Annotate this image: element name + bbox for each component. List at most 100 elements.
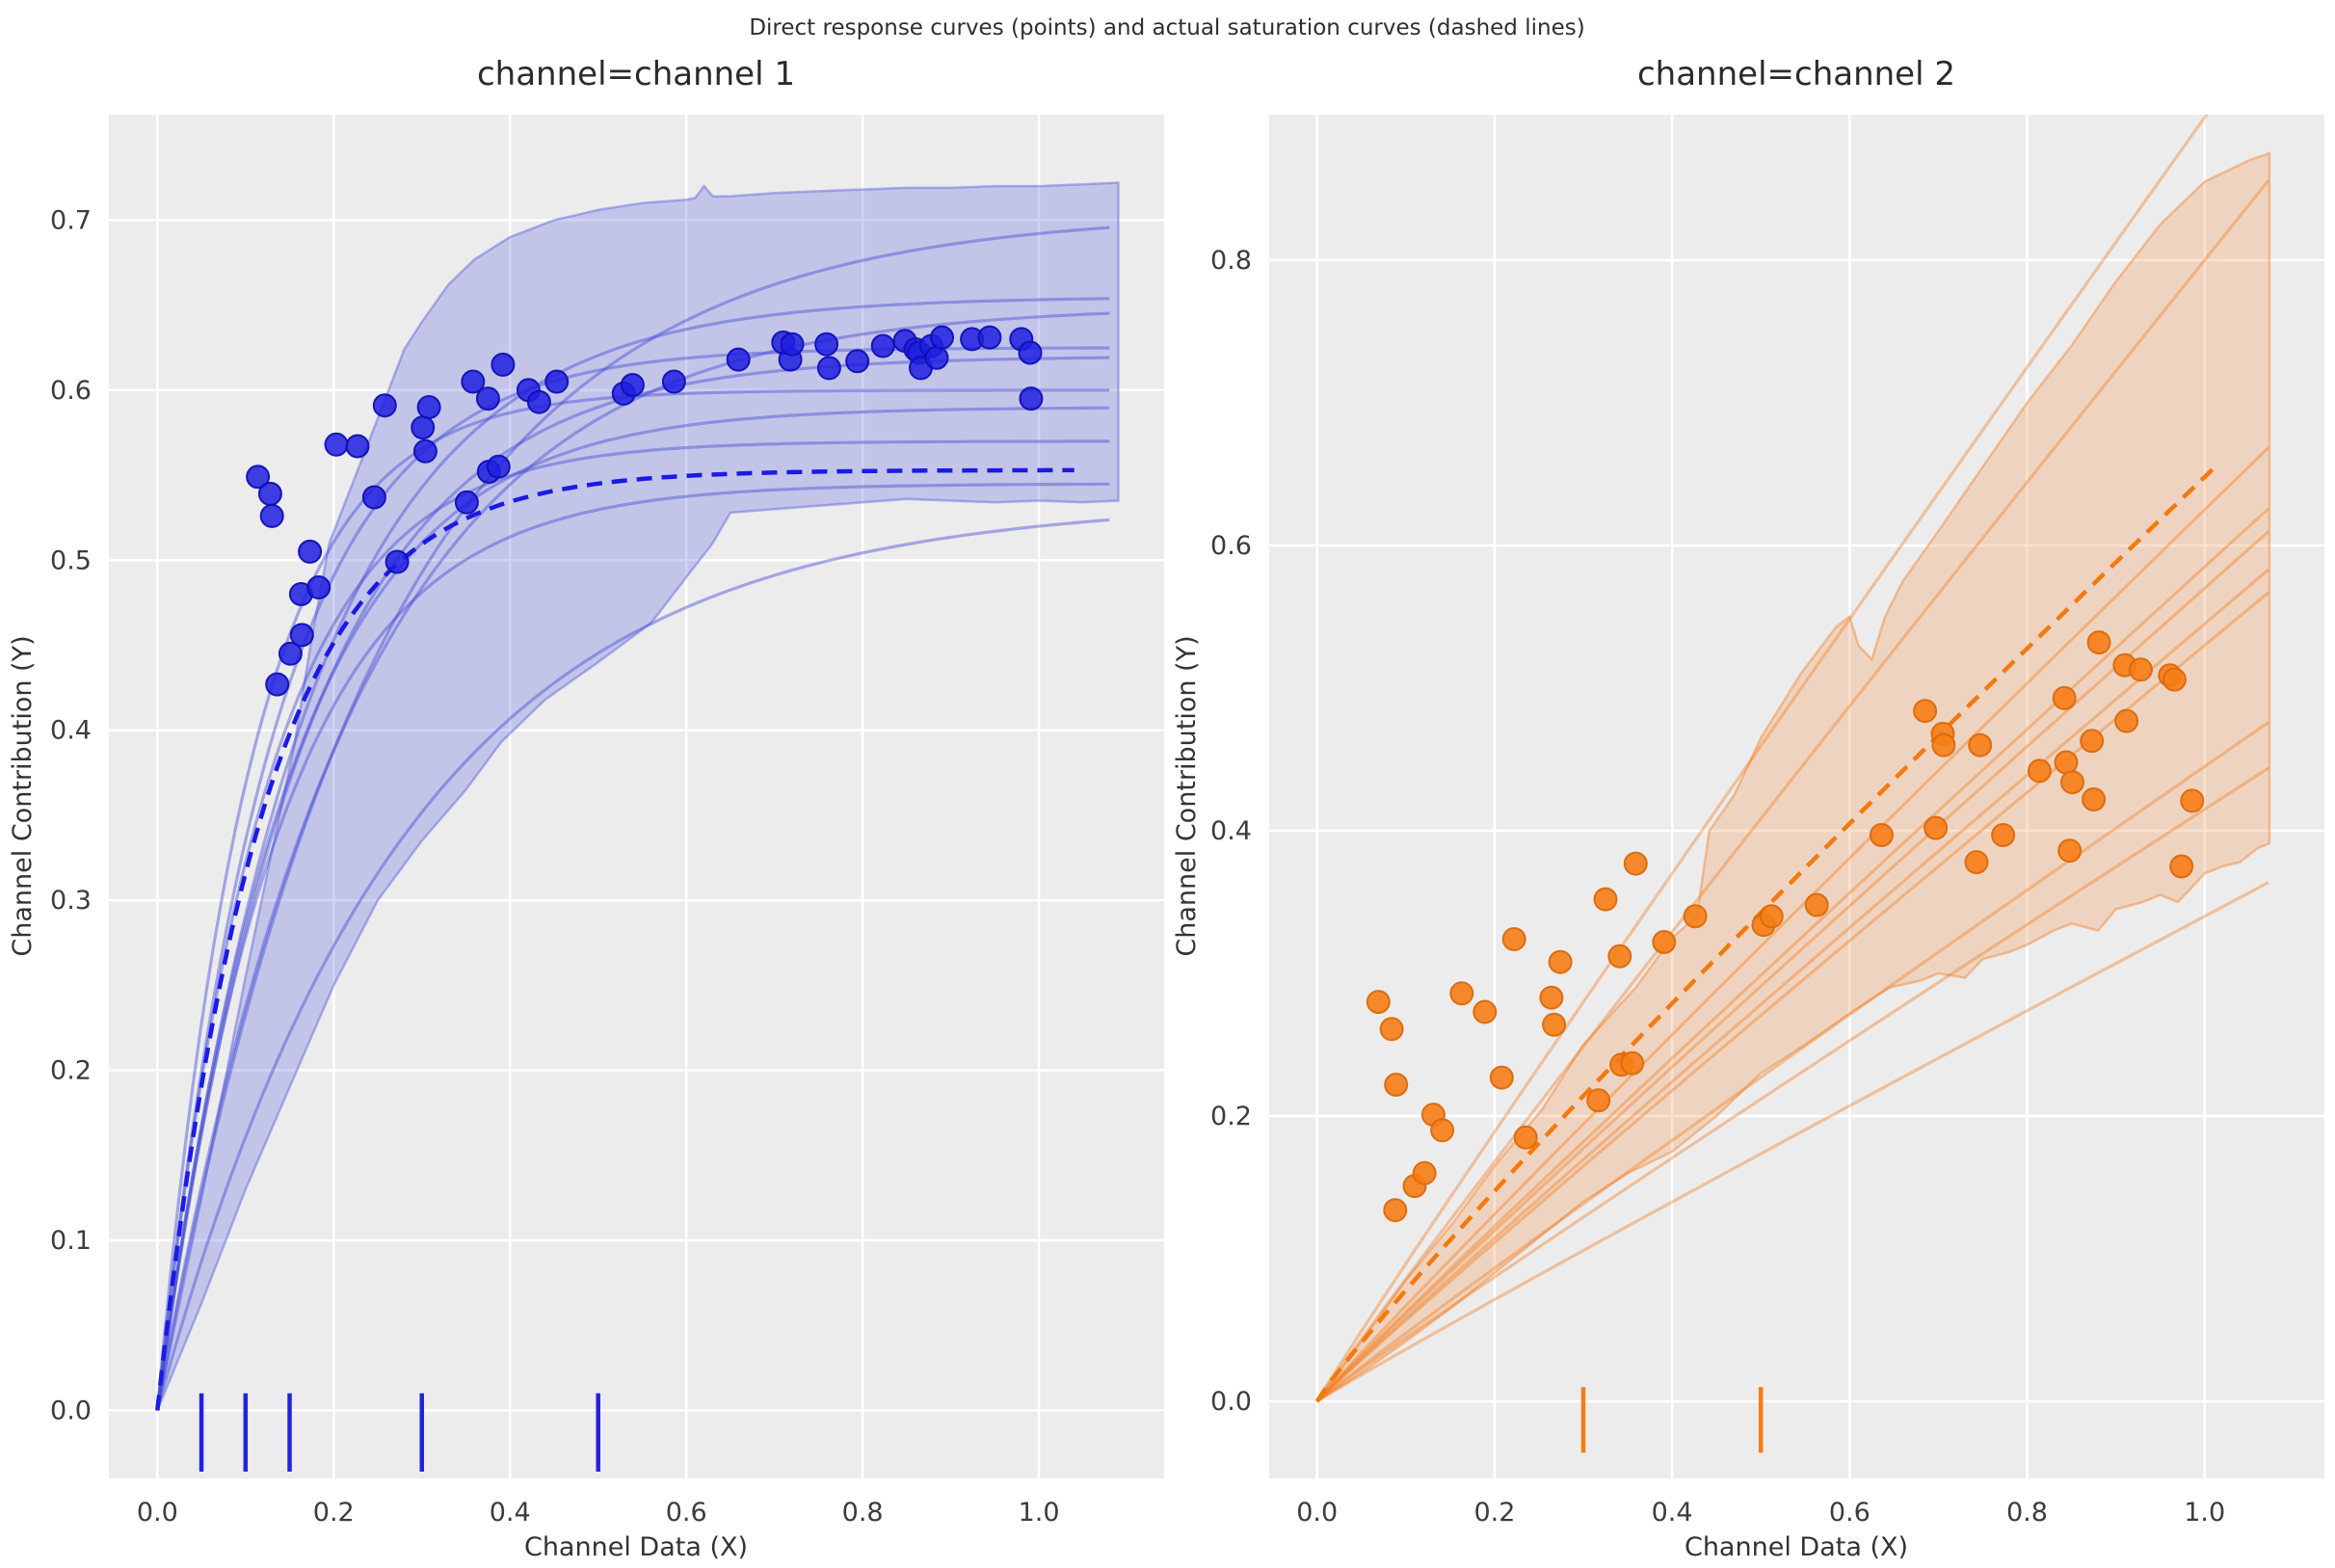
y-tick-label: 0.2 <box>1210 1102 1252 1131</box>
scatter-point <box>454 490 479 515</box>
scatter-point <box>1964 850 1989 875</box>
scatter-point <box>246 465 271 490</box>
scatter-point <box>1513 1125 1538 1150</box>
scatter-point <box>265 672 290 697</box>
scatter-point <box>411 415 436 440</box>
saturation-curve-dashed <box>155 467 1075 1411</box>
sample-curve <box>155 518 1110 1411</box>
subplot-2-ylabel: Channel Contribution (Y) <box>1172 635 1202 956</box>
sample-curve <box>1315 881 2269 1403</box>
scatter-point <box>259 503 284 528</box>
subplot-2-title: channel=channel 2 <box>1637 55 1955 93</box>
subplot-1-ylabel: Channel Contribution (Y) <box>8 635 38 956</box>
plot-layer <box>155 181 1120 1472</box>
scatter-point <box>1759 904 1784 929</box>
axes-background <box>1269 115 2324 1478</box>
scatter-point <box>2027 758 2052 784</box>
scatter-point <box>2080 729 2105 754</box>
y-tick-label: 0.0 <box>50 1395 92 1425</box>
x-tick-label: 0.8 <box>2006 1498 2048 1528</box>
scatter-point <box>416 395 441 419</box>
scatter-point <box>2057 838 2083 864</box>
scatter-point <box>1379 1017 1404 1042</box>
scatter-point <box>1620 1050 1645 1076</box>
x-tick-label: 0.8 <box>842 1498 884 1528</box>
scatter-point <box>1623 851 1648 876</box>
x-tick-label: 1.0 <box>1019 1498 1060 1528</box>
sample-curve <box>1315 721 2269 1403</box>
x-tick-label: 0.4 <box>490 1498 531 1528</box>
subplot-channel-2: 0.0 0.2 0.4 0.6 0.8 1.0 0.0 0.2 0.4 0.6 0.8 <box>1210 115 2324 1528</box>
scatter-point <box>2060 770 2084 795</box>
y-tick-label: 0.4 <box>50 716 92 746</box>
y-tick-label: 0.1 <box>50 1226 92 1256</box>
y-tick-label: 0.4 <box>1210 816 1252 846</box>
scatter-point <box>1473 999 1498 1024</box>
sample-curve <box>1315 446 2270 1403</box>
x-tick-label: 0.0 <box>137 1498 178 1528</box>
x-tick-label: 0.2 <box>1473 1498 1515 1528</box>
scatter-point <box>257 481 282 506</box>
scatter-point <box>1539 985 1564 1010</box>
y-tick-label: 0.2 <box>50 1056 92 1086</box>
scatter-point <box>1804 892 1829 917</box>
scatter-point <box>2052 685 2077 710</box>
sample-curve <box>1315 591 2270 1403</box>
scatter-point <box>780 332 805 357</box>
scatter-point <box>486 454 511 479</box>
scatter-point <box>361 485 386 510</box>
scatter-point <box>1586 1088 1611 1113</box>
scatter-point <box>289 623 314 648</box>
subplot-2-xlabel: Channel Data (X) <box>1685 1532 1908 1562</box>
x-tick-label: 0.0 <box>1296 1498 1338 1528</box>
scatter-point <box>526 389 551 414</box>
y-tick-label: 0.0 <box>1210 1387 1252 1417</box>
scatter-point <box>814 332 839 357</box>
sample-curve <box>155 297 1110 1411</box>
subplot-channel-1: 0.0 0.2 0.4 0.6 0.8 1.0 0.0 0.1 0.2 0.3 0.4 0.5 0.6 0… <box>50 115 1164 1528</box>
sample-curve <box>1315 568 2270 1403</box>
scatter-point <box>1593 887 1618 912</box>
scatter-point <box>412 439 438 464</box>
scatter-point <box>1913 699 1938 724</box>
x-tick-label: 0.2 <box>313 1498 355 1528</box>
scatter-point <box>977 325 1002 350</box>
scatter-point <box>1489 1065 1514 1090</box>
hdi-band <box>156 181 1120 1411</box>
y-tick-label: 0.6 <box>1210 531 1252 561</box>
plot-layer <box>1314 115 2271 1453</box>
scatter-point <box>461 369 486 394</box>
subplot-1-xlabel: Channel Data (X) <box>524 1532 748 1562</box>
scatter-point <box>1384 1073 1409 1097</box>
scatter-point <box>298 539 323 564</box>
subplot-1-title: channel=channel 1 <box>477 55 795 93</box>
sample-curve <box>155 439 1110 1411</box>
scatter-point <box>1652 930 1677 954</box>
y-tick-label: 0.7 <box>50 205 92 235</box>
scatter-point <box>2054 750 2079 775</box>
scatter-point <box>2086 630 2111 655</box>
scatter-point <box>1991 823 2016 847</box>
scatter-point <box>306 575 332 599</box>
scatter-point <box>2114 708 2139 733</box>
x-tick-label: 0.6 <box>1829 1498 1871 1528</box>
sample-curve <box>155 226 1110 1411</box>
scatter-point <box>1548 949 1573 974</box>
sample-curve <box>155 346 1110 1411</box>
scatter-point <box>1931 732 1956 757</box>
hdi-band <box>1315 151 2271 1403</box>
sample-curve <box>155 482 1110 1411</box>
scatter-point <box>2082 787 2107 811</box>
scatter-point <box>345 434 370 459</box>
scatter-point <box>1412 1160 1437 1185</box>
x-tick-label: 0.6 <box>666 1498 707 1528</box>
scatter-point <box>1607 943 1632 969</box>
figure-suptitle: Direct response curves (points) and actu… <box>749 15 1584 40</box>
scatter-point <box>491 352 516 377</box>
scatter-point <box>1018 340 1043 365</box>
scatter-point <box>1924 815 1949 840</box>
x-tick-label: 1.0 <box>2184 1498 2225 1528</box>
scatter-point <box>1383 1198 1408 1223</box>
